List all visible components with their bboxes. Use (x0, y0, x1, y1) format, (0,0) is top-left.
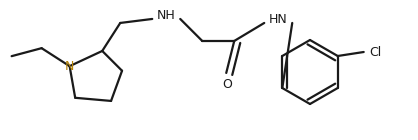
Text: Cl: Cl (370, 46, 382, 59)
Text: HN: HN (269, 13, 288, 26)
Text: NH: NH (157, 10, 176, 22)
Text: O: O (222, 78, 232, 91)
Text: N: N (65, 60, 74, 73)
